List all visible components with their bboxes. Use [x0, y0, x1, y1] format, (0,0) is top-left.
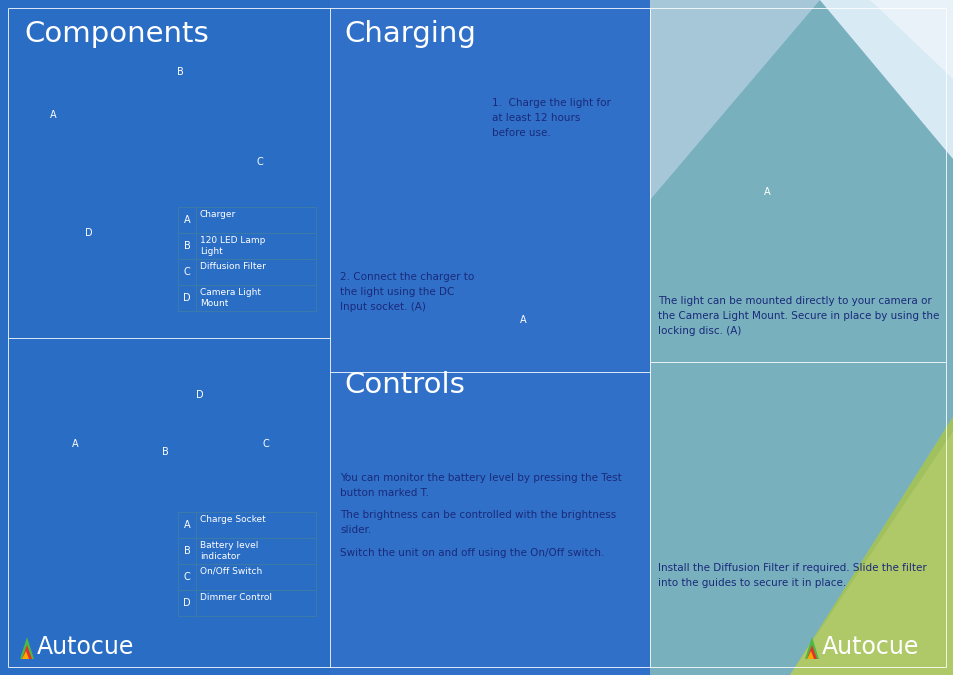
- Text: C: C: [183, 267, 191, 277]
- Bar: [178, 512, 315, 538]
- Text: C: C: [183, 572, 191, 582]
- Bar: [0, 0, 330, 675]
- Polygon shape: [22, 645, 32, 659]
- Text: B: B: [183, 241, 191, 251]
- Text: Diffusion Filter: Diffusion Filter: [200, 262, 266, 271]
- Text: D: D: [85, 228, 92, 238]
- Text: Camera Light
Mount: Camera Light Mount: [200, 288, 261, 308]
- Text: Switch the unit on and off using the On/Off switch.: Switch the unit on and off using the On/…: [339, 548, 604, 558]
- Bar: [649, 0, 953, 675]
- Bar: [178, 233, 195, 259]
- Text: Battery level
indicator: Battery level indicator: [200, 541, 258, 561]
- Text: The light can be mounted directly to your camera or
the Camera Light Mount. Secu: The light can be mounted directly to you…: [658, 296, 939, 336]
- Text: Controls: Controls: [344, 371, 464, 399]
- Bar: [178, 207, 315, 233]
- Text: Dimmer Control: Dimmer Control: [200, 593, 272, 602]
- Polygon shape: [869, 0, 953, 80]
- Text: A: A: [71, 439, 78, 449]
- Text: A: A: [50, 110, 56, 120]
- Bar: [178, 285, 315, 311]
- Text: 1.  Charge the light for
at least 12 hours
before use.: 1. Charge the light for at least 12 hour…: [492, 98, 610, 138]
- Bar: [178, 564, 315, 590]
- Bar: [330, 0, 649, 675]
- Text: On/Off Switch: On/Off Switch: [200, 567, 262, 576]
- Text: A: A: [184, 520, 190, 530]
- Bar: [178, 590, 315, 616]
- Text: Autocue: Autocue: [37, 635, 134, 659]
- Text: Components: Components: [24, 20, 209, 48]
- Text: Charge Socket: Charge Socket: [200, 515, 266, 524]
- Bar: [178, 512, 195, 538]
- Text: You can monitor the battery level by pressing the Test
button marked T.: You can monitor the battery level by pre…: [339, 473, 621, 498]
- Text: The brightness can be controlled with the brightness
slider.: The brightness can be controlled with th…: [339, 510, 616, 535]
- Bar: [178, 590, 195, 616]
- Text: C: C: [263, 439, 270, 449]
- Bar: [178, 207, 195, 233]
- Text: D: D: [195, 390, 203, 400]
- Polygon shape: [649, 0, 820, 200]
- Bar: [178, 259, 195, 285]
- Text: A: A: [763, 187, 770, 197]
- Text: 2. Connect the charger to
the light using the DC
Input socket. (A): 2. Connect the charger to the light usin…: [339, 272, 474, 313]
- Text: Charging: Charging: [344, 20, 476, 48]
- Text: A: A: [519, 315, 526, 325]
- Text: B: B: [177, 67, 184, 77]
- Polygon shape: [806, 645, 816, 659]
- Polygon shape: [804, 637, 818, 659]
- Bar: [178, 564, 195, 590]
- Polygon shape: [649, 0, 953, 675]
- Text: Autocue: Autocue: [821, 635, 919, 659]
- Polygon shape: [22, 651, 29, 659]
- Text: D: D: [183, 598, 191, 608]
- Text: B: B: [162, 447, 169, 457]
- Polygon shape: [20, 637, 34, 659]
- Bar: [178, 538, 195, 564]
- Text: B: B: [183, 546, 191, 556]
- Bar: [178, 285, 195, 311]
- Bar: [178, 538, 315, 564]
- Bar: [178, 259, 315, 285]
- Text: D: D: [183, 293, 191, 303]
- Polygon shape: [820, 0, 953, 160]
- Text: Install the Diffusion Filter if required. Slide the filter
into the guides to se: Install the Diffusion Filter if required…: [658, 563, 925, 588]
- Polygon shape: [789, 415, 953, 675]
- Text: A: A: [184, 215, 190, 225]
- Text: Charger: Charger: [200, 210, 236, 219]
- Bar: [178, 233, 315, 259]
- Polygon shape: [806, 651, 813, 659]
- Text: 120 LED Lamp
Light: 120 LED Lamp Light: [200, 236, 265, 256]
- Text: C: C: [256, 157, 263, 167]
